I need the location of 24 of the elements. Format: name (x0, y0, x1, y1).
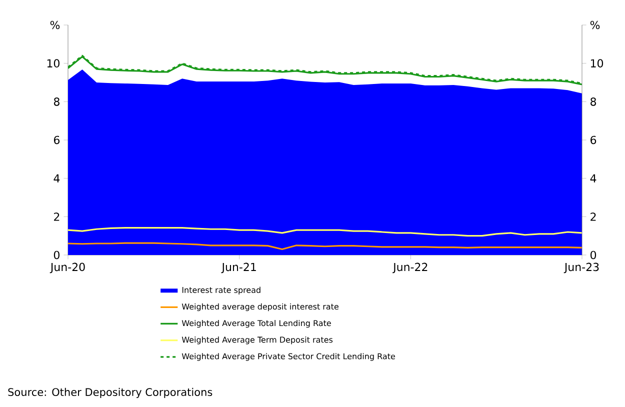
legend-label: Weighted Average Total Lending Rate (182, 320, 331, 328)
y2-tick-label: 8 (590, 98, 596, 106)
y-tick-label: % (50, 20, 60, 30)
x-tick-label: Jun-21 (221, 262, 256, 274)
y2-tick-label: 2 (590, 212, 596, 221)
x-tick-label: Jun-20 (50, 262, 85, 274)
y-tick-label: 10 (47, 59, 60, 68)
y2-tick-label: 6 (590, 136, 596, 144)
y2-tick-label: 4 (590, 174, 596, 182)
y-tick-label: 8 (54, 98, 60, 106)
y-tick-label: 6 (54, 136, 60, 144)
y-tick-label: 0 (54, 250, 60, 260)
x-tick-label: Jun-23 (564, 262, 599, 274)
source-note: Source: Other Depository Corporations (8, 388, 212, 398)
y2-tick-label: % (590, 20, 600, 30)
legend-label: Weighted Average Private Sector Credit Lending Rate (182, 353, 395, 361)
legend-label: Weighted Average Term Deposit rates (182, 336, 333, 344)
y2-tick-label: 0 (590, 250, 596, 260)
x-tick-label: Jun-22 (392, 262, 428, 274)
legend-label: Weighted average deposit interest rate (182, 303, 338, 312)
y-tick-label: 4 (54, 174, 60, 182)
legend-label: Interest rate spread (182, 286, 260, 295)
y-tick-label: 2 (54, 212, 60, 221)
y2-tick-label: 10 (590, 59, 604, 68)
